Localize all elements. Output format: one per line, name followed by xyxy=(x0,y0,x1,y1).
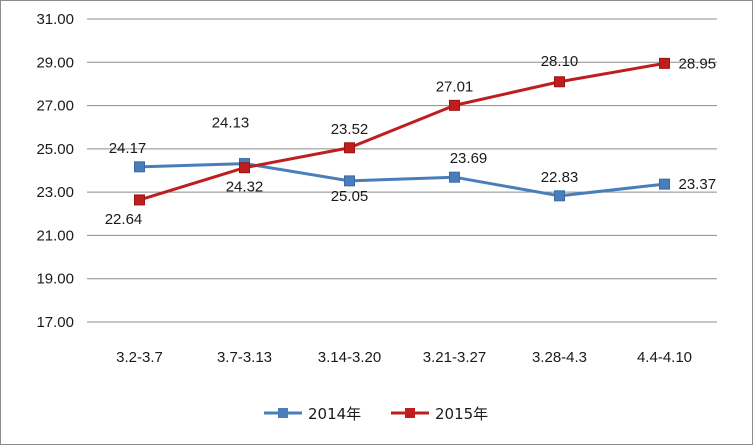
data-label: 23.69 xyxy=(450,150,488,167)
data-point-marker xyxy=(134,194,145,206)
x-tick-label: 3.21-3.27 xyxy=(423,349,486,366)
data-point-marker xyxy=(659,178,670,190)
series-1 xyxy=(134,158,670,202)
data-label: 22.64 xyxy=(105,211,143,228)
y-tick-label: 25.00 xyxy=(36,141,74,158)
data-labels: 24.17 24.13 25.05 23.69 22.83 23.37 22.64 24.32… xyxy=(105,53,716,228)
y-tick-label: 31.00 xyxy=(36,11,74,28)
legend-label: 2015年 xyxy=(435,405,488,423)
series-2 xyxy=(134,57,670,206)
x-tick-label: 4.4-4.10 xyxy=(637,349,692,366)
x-tick-label: 3.14-3.20 xyxy=(318,349,381,366)
y-tick-label: 17.00 xyxy=(36,314,74,331)
data-label: 27.01 xyxy=(436,78,474,95)
data-point-marker xyxy=(239,162,250,174)
data-point-marker xyxy=(449,99,460,111)
x-axis-ticks: 3.2-3.7 3.7-3.13 3.14-3.20 3.21-3.27 3.28-4.… xyxy=(116,349,692,366)
data-point-marker xyxy=(449,171,460,183)
legend-item: 2015年 xyxy=(391,405,488,423)
y-axis-ticks: 31.00 29.00 27.00 25.00 23.00 21.00 19.00 17.00 xyxy=(36,11,74,331)
data-point-marker xyxy=(554,190,565,202)
series-line xyxy=(139,162,665,198)
gridlines xyxy=(87,18,717,323)
data-label: 24.32 xyxy=(226,179,264,196)
data-label: 28.10 xyxy=(541,53,579,70)
series-line xyxy=(139,61,665,202)
data-label: 23.37 xyxy=(679,176,717,193)
data-point-marker xyxy=(134,161,145,173)
data-point-marker xyxy=(659,57,670,69)
data-label: 24.17 xyxy=(109,140,147,157)
data-label: 28.95 xyxy=(679,55,717,72)
x-tick-label: 3.2-3.7 xyxy=(116,349,163,366)
data-label: 22.83 xyxy=(541,169,579,186)
legend-marker-swatch xyxy=(405,408,415,418)
data-point-marker xyxy=(554,76,565,88)
series-layer xyxy=(134,57,670,206)
y-tick-label: 23.00 xyxy=(36,184,74,201)
data-label: 25.05 xyxy=(331,188,369,205)
legend-label: 2014年 xyxy=(308,405,361,423)
y-tick-label: 21.00 xyxy=(36,227,74,244)
y-tick-label: 27.00 xyxy=(36,98,74,115)
x-tick-label: 3.7-3.13 xyxy=(217,349,272,366)
y-tick-label: 29.00 xyxy=(36,54,74,71)
legend-marker-swatch xyxy=(278,408,288,418)
x-tick-label: 3.28-4.3 xyxy=(532,349,587,366)
legend: 2014年 2015年 xyxy=(264,405,488,423)
data-label: 23.52 xyxy=(331,121,369,138)
legend-item: 2014年 xyxy=(264,405,361,423)
data-label: 24.13 xyxy=(212,115,250,132)
y-tick-label: 19.00 xyxy=(36,271,74,288)
data-point-marker xyxy=(344,175,355,187)
data-point-marker xyxy=(344,142,355,154)
